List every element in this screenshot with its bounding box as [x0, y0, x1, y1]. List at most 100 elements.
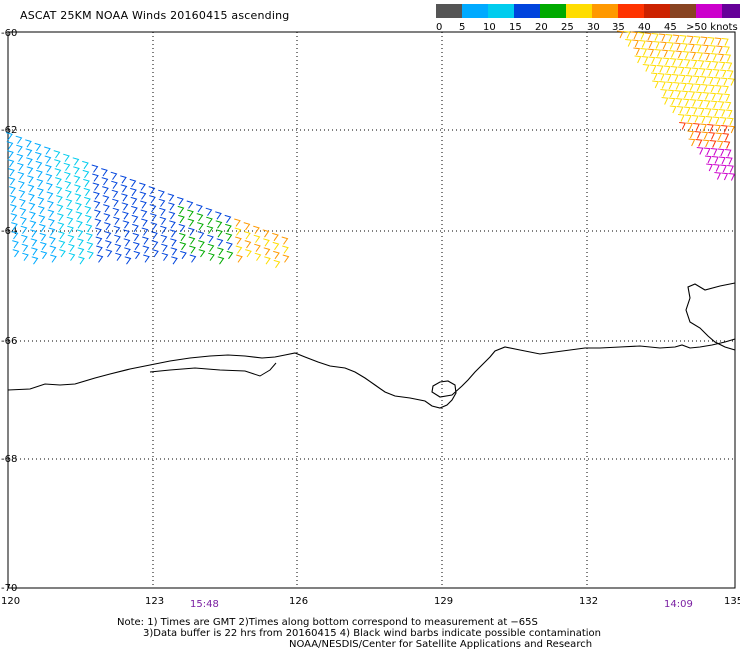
wind-barb [150, 213, 157, 222]
wind-barb [54, 168, 62, 177]
wind-barb [25, 139, 32, 148]
wind-barb [180, 250, 187, 260]
wind-barb [140, 209, 148, 218]
wind-barb [102, 186, 109, 195]
wind-barb [706, 76, 714, 85]
wind-barb [189, 245, 196, 254]
wind-barb [207, 243, 215, 252]
wind-barb [179, 232, 186, 242]
wind-barb [27, 175, 34, 184]
legend-swatch [644, 4, 670, 18]
wind-barb [39, 223, 46, 233]
wind-barb [65, 189, 72, 198]
wind-barb [73, 175, 81, 184]
wind-barb [26, 157, 33, 166]
wind-barb [161, 243, 168, 252]
wind-barb [87, 250, 94, 260]
legend-label: 5 [459, 22, 466, 33]
wind-barb [141, 227, 149, 236]
wind-barb [710, 53, 718, 61]
wind-barb [158, 198, 166, 207]
wind-barb [93, 200, 101, 209]
wind-barb [649, 64, 657, 73]
wind-barb [647, 48, 655, 57]
wind-barb [656, 65, 664, 73]
wind-barb [708, 132, 716, 140]
wind-barb [705, 116, 713, 124]
wind-barb [716, 93, 724, 101]
wind-barb [718, 61, 726, 70]
wind-barb [665, 34, 673, 42]
wind-barb [711, 61, 719, 69]
wind-barb [104, 222, 111, 231]
wind-barb [10, 213, 18, 222]
wind-barb [704, 155, 712, 164]
wind-barb [9, 195, 17, 204]
wind-barb [58, 240, 66, 249]
wind-barb [124, 256, 132, 265]
wind-barb [254, 243, 261, 252]
wind-barb [679, 35, 687, 43]
wind-barb [660, 41, 667, 50]
wind-barb [217, 256, 225, 265]
wind-barb [685, 75, 693, 83]
wind-barb [667, 89, 675, 98]
wind-barb [188, 227, 195, 236]
wind-barb [702, 44, 709, 53]
wind-barb [226, 241, 233, 251]
footnote-line: NOAA/NESDIS/Center for Satellite Applica… [289, 639, 593, 650]
wind-barb [712, 116, 720, 125]
wind-barb [689, 99, 697, 107]
wind-barb [691, 115, 699, 123]
wind-barb [703, 100, 711, 108]
legend-labels: 0 5 10 15 20 25 30 35 40 45 >50 knots [436, 22, 740, 34]
wind-barb [49, 236, 56, 245]
wind-barb [74, 184, 81, 193]
wind-barb [67, 225, 74, 234]
wind-barb [101, 168, 108, 177]
wind-barb [676, 58, 684, 67]
legend-swatch [540, 4, 566, 18]
wind-barb [95, 227, 102, 236]
wind-barb [706, 163, 713, 172]
wind-barb [63, 153, 70, 162]
wind-barb [640, 48, 648, 56]
wind-barb [708, 84, 715, 93]
wind-barb [662, 57, 670, 66]
wind-barb [21, 243, 29, 252]
wind-barb [196, 204, 203, 213]
wind-barb [687, 130, 695, 139]
wind-barb [648, 56, 656, 65]
wind-barb [722, 133, 730, 141]
wind-barb [709, 45, 716, 53]
wind-barb [721, 172, 729, 181]
legend-label: 35 [612, 22, 625, 33]
wind-barb [56, 204, 64, 213]
wind-barb [96, 254, 104, 263]
wind-barb [86, 241, 94, 251]
wind-barb [57, 222, 65, 231]
wind-barb [236, 254, 243, 263]
wind-barb [235, 236, 242, 245]
wind-barb [725, 157, 733, 165]
wind-barb [55, 186, 63, 195]
wind-barb [711, 108, 719, 117]
wind-barb [693, 36, 701, 44]
wind-barb [703, 147, 711, 156]
map-title: ASCAT 25KM NOAA Winds 20160415 ascending [20, 9, 290, 22]
wind-barb [11, 231, 19, 240]
wind-barb [234, 227, 242, 236]
wind-barb [67, 234, 75, 243]
wind-barb [159, 207, 166, 216]
wind-barb [672, 34, 680, 43]
wind-barb [124, 247, 131, 256]
wind-barb [634, 55, 642, 64]
wind-barb [716, 45, 723, 54]
wind-barb [31, 247, 38, 256]
wind-barb [133, 250, 141, 260]
wind-barb [48, 227, 56, 236]
wind-barb [9, 186, 16, 195]
wind-barb [30, 229, 37, 238]
wind-barb [171, 256, 178, 265]
wind-barb [148, 186, 156, 195]
